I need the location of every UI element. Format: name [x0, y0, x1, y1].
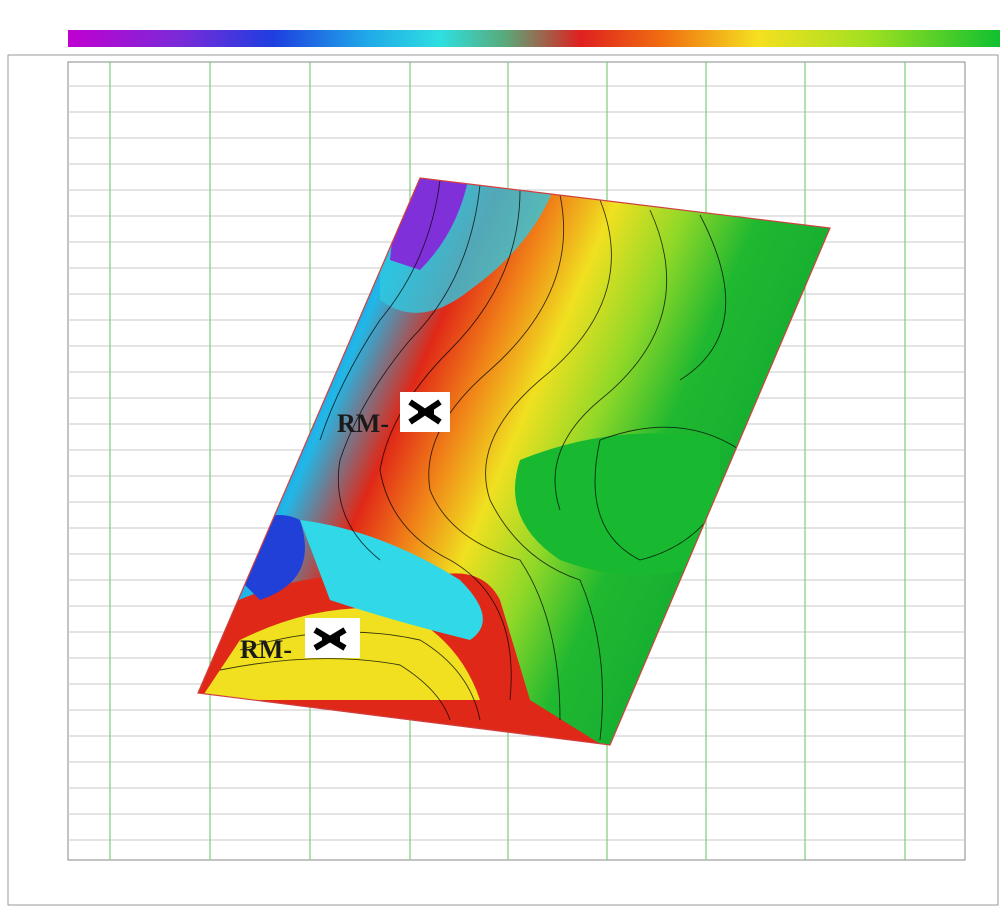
color-bar [68, 30, 1000, 47]
survey-outline [197, 177, 831, 746]
well-icon [408, 399, 442, 425]
well-label: RM- [337, 409, 389, 438]
frame [7, 54, 999, 906]
well-label: RM- [240, 635, 292, 664]
well-icon [313, 627, 347, 651]
